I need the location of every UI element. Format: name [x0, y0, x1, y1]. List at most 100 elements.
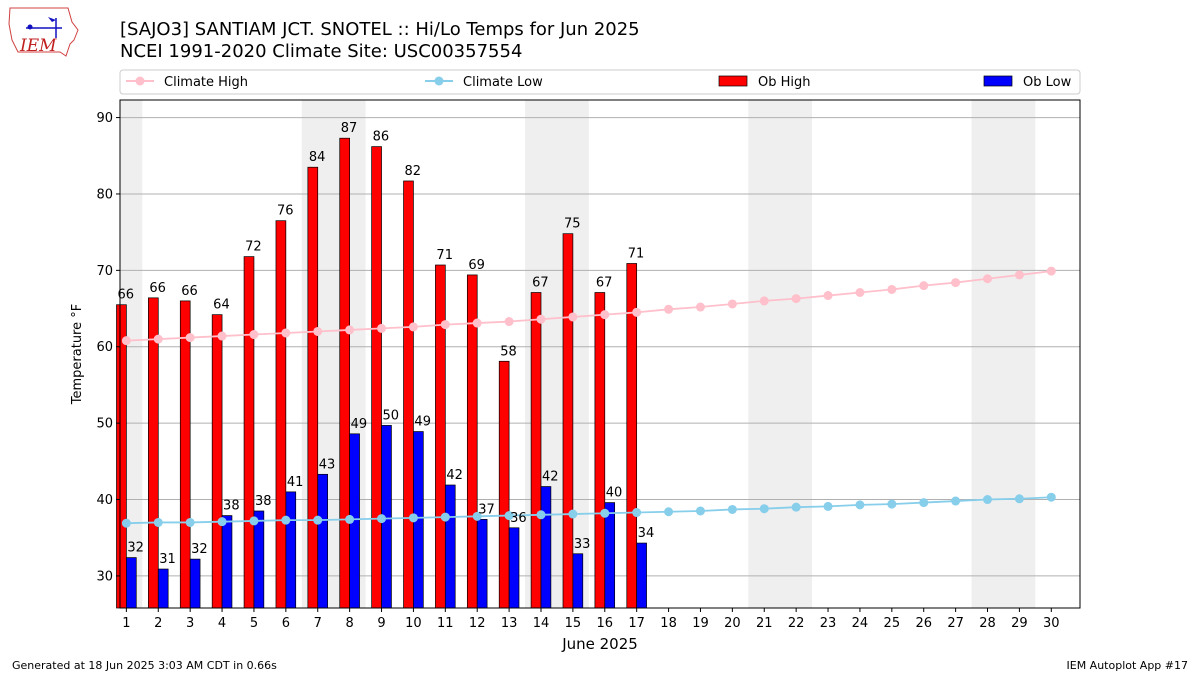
ob-low-bar-12 [476, 519, 488, 609]
climate-high-point-30 [1046, 266, 1056, 276]
climate-low-point-13 [504, 511, 514, 521]
climate-low-point-15 [568, 509, 578, 519]
weekend-band-3 [748, 100, 813, 608]
climate-high-point-5 [249, 330, 259, 340]
ob-low-bar-17 [636, 542, 647, 609]
x-tick-label-12: 12 [469, 616, 486, 631]
y-tick-label-60: 60 [96, 340, 113, 355]
station-dot [27, 24, 33, 30]
legend-ob-high-label: Ob High [758, 75, 811, 90]
climate-low-point-24 [855, 500, 865, 510]
iem-logo: IEM [8, 7, 79, 57]
climate-low-point-23 [823, 501, 833, 511]
x-tick-label-28: 28 [979, 616, 996, 631]
ob-low-bar-15 [572, 553, 584, 609]
ob-low-label-13: 36 [510, 511, 527, 526]
legend-ob-low-label: Ob Low [1023, 75, 1072, 90]
climate-low-point-26 [919, 498, 929, 508]
climate-low-point-8 [345, 514, 355, 524]
ob-high-label-8: 87 [341, 121, 358, 136]
climate-high-point-21 [759, 296, 769, 306]
legend-climate-low-label: Climate Low [463, 75, 543, 90]
x-tick-label-16: 16 [597, 616, 614, 631]
x-tick-label-17: 17 [628, 616, 645, 631]
climate-low-point-18 [664, 507, 674, 517]
x-tick-label-25: 25 [884, 616, 901, 631]
ob-low-label-5: 38 [255, 494, 272, 509]
footer-generated: Generated at 18 Jun 2025 3:03 AM CDT in … [12, 659, 277, 672]
weekend-band-4 [971, 100, 1036, 608]
climate-low-point-14 [536, 510, 546, 520]
climate-low-point-30 [1046, 492, 1056, 502]
chart-title-line1: [SAJO3] SANTIAM JCT. SNOTEL :: Hi/Lo Tem… [120, 19, 640, 40]
ob-high-label-13: 58 [500, 344, 517, 359]
y-tick-label-80: 80 [96, 187, 113, 202]
y-axis: 30 40 50 60 70 80 90 [96, 111, 120, 584]
climate-high-point-15 [568, 312, 578, 322]
climate-low-point-7 [313, 515, 323, 525]
legend-climate-low-marker [434, 76, 444, 86]
climate-low-point-21 [759, 504, 769, 514]
x-tick-label-23: 23 [820, 616, 837, 631]
chart-title-line2: NCEI 1991-2020 Climate Site: USC00357554 [120, 41, 522, 62]
y-tick-label-90: 90 [96, 111, 113, 126]
ob-low-label-16: 40 [606, 486, 623, 501]
ob-low-bar-11 [444, 484, 456, 609]
climate-low-point-5 [249, 516, 259, 526]
x-tick-label-20: 20 [724, 616, 741, 631]
climate-low-point-12 [472, 511, 482, 521]
ob-high-bar-4 [211, 314, 223, 609]
climate-high-point-28 [983, 274, 993, 284]
y-tick-label-70: 70 [96, 264, 113, 279]
climate-high-point-14 [536, 314, 546, 324]
climate-low-point-27 [951, 496, 961, 506]
ob-high-bar-5 [243, 256, 255, 609]
y-axis-title: Temperature °F [70, 304, 85, 405]
ob-high-bar-7 [307, 166, 319, 609]
ob-high-bar-9 [371, 146, 382, 609]
ob-high-label-6: 76 [277, 204, 294, 219]
ob-high-bar-16 [594, 292, 606, 609]
climate-low-point-20 [727, 504, 737, 514]
ob-low-bar-3 [189, 558, 201, 609]
ob-low-label-8: 49 [351, 417, 368, 432]
legend-frame [119, 69, 1081, 95]
climate-low-point-1 [121, 518, 131, 528]
x-axis-title: June 2025 [561, 635, 638, 653]
climate-low-point-10 [408, 513, 418, 523]
ob-high-bar-1 [116, 304, 127, 609]
ob-high-label-3: 66 [181, 284, 198, 299]
bars [116, 137, 647, 609]
legend-ob-high-swatch [718, 75, 748, 87]
climate-high-point-17 [632, 307, 642, 317]
ob-high-bar-3 [179, 300, 191, 609]
ob-low-label-10: 49 [414, 415, 431, 430]
x-tick-label-4: 4 [218, 616, 226, 631]
climate-high-point-29 [1014, 270, 1024, 280]
ob-low-bar-7 [317, 473, 328, 609]
footer-app: IEM Autoplot App #17 [1067, 659, 1189, 672]
ob-high-label-16: 67 [596, 276, 613, 291]
y-tick-label-40: 40 [96, 493, 113, 508]
climate-high-point-27 [951, 278, 961, 288]
x-tick-label-13: 13 [501, 616, 518, 631]
climate-high-point-20 [727, 299, 737, 309]
x-tick-label-2: 2 [154, 616, 162, 631]
climate-low-point-2 [153, 517, 163, 527]
x-tick-label-11: 11 [437, 616, 454, 631]
ob-high-label-9: 86 [373, 130, 390, 145]
climate-high-point-6 [281, 328, 291, 338]
climate-high-point-1 [121, 336, 131, 346]
ob-low-bar-16 [604, 502, 616, 609]
ob-high-label-4: 64 [213, 298, 230, 313]
y-tick-label-50: 50 [96, 417, 113, 432]
legend-climate-high-marker [135, 76, 145, 86]
ob-low-bar-6 [285, 491, 297, 609]
x-tick-label-19: 19 [692, 616, 709, 631]
ob-low-label-7: 43 [319, 457, 336, 472]
x-tick-label-22: 22 [788, 616, 805, 631]
climate-high-point-2 [153, 334, 163, 344]
x-tick-label-24: 24 [852, 616, 869, 631]
x-tick-label-18: 18 [660, 616, 677, 631]
climate-high-point-18 [664, 304, 674, 314]
